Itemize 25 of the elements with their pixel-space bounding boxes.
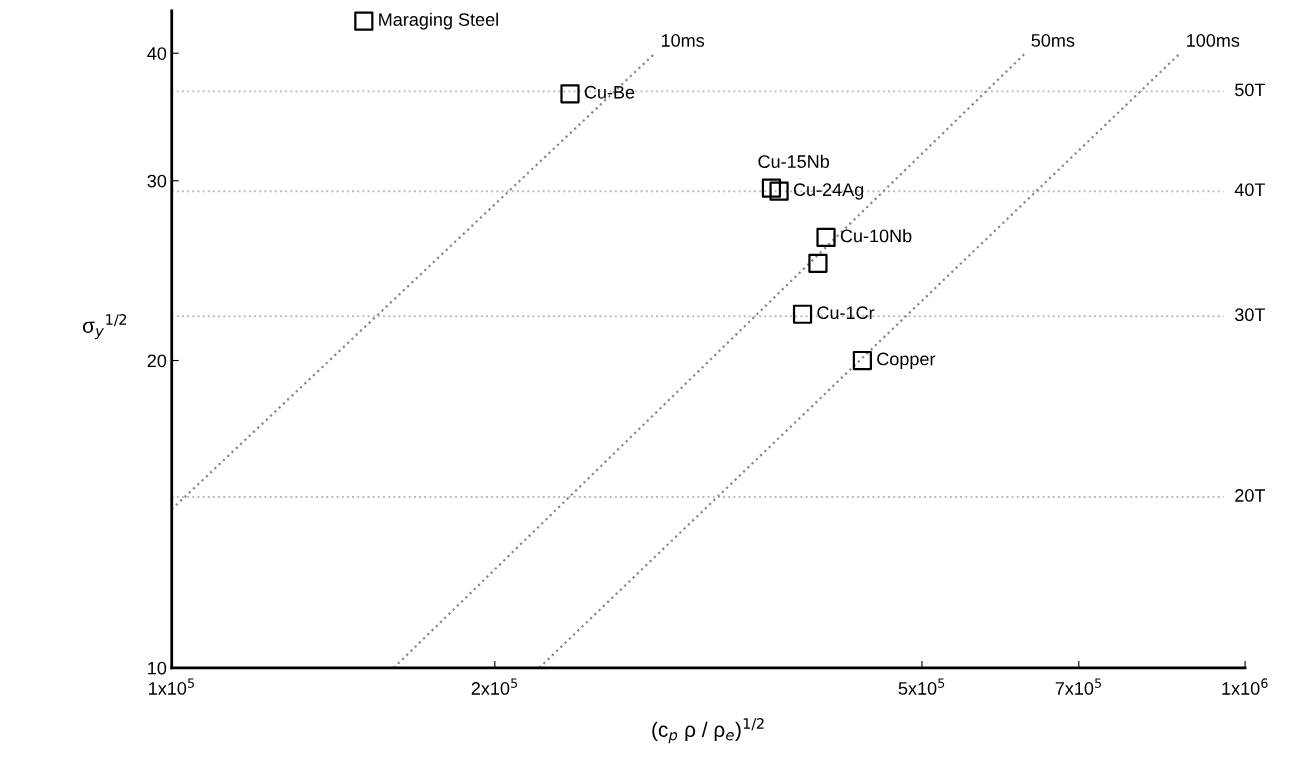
x-tick-label: 1x10$^{5}$ [149, 678, 194, 695]
series-label: 10ms [661, 34, 705, 47]
series-label: 50ms [1031, 34, 1075, 47]
series-label: 100ms [1187, 34, 1240, 47]
annotation: Cu-Be [584, 85, 635, 99]
x-tick-label: 1x10$^{6}$ [1222, 678, 1268, 695]
annotation: Cu-1Cr [817, 306, 875, 320]
annotation: Cu-10Nb [840, 229, 912, 243]
ref-line-label: 50T [1235, 83, 1266, 97]
ref-line-label: 40T [1234, 183, 1266, 197]
x-tick-label: 7x10$^{5}$ [1055, 678, 1102, 695]
y-tick-label: 40 [147, 47, 167, 60]
y-axis-title: σ$_{y}$$^{1/2}$ [82, 313, 127, 340]
annotation: Cu-24Ag [793, 183, 864, 200]
x-axis-title: (c$_{p}$ ρ / ρ$_{e}$)$^{1/2}$ [652, 717, 764, 744]
x-tick-label: 5x10$^{5}$ [898, 678, 945, 695]
x-tick-label: 2x10$^{5}$ [471, 678, 518, 695]
ref-line-label: 30T [1235, 308, 1266, 322]
ref-line-label: 20T [1235, 489, 1266, 502]
annotation: Cu-15Nb [758, 154, 830, 168]
annotation: Maraging Steel [379, 12, 498, 30]
y-tick-label: 30 [147, 174, 167, 188]
y-tick-label: 10 [148, 661, 167, 675]
annotation: Copper [877, 352, 936, 369]
y-tick-label: 20 [147, 354, 167, 368]
